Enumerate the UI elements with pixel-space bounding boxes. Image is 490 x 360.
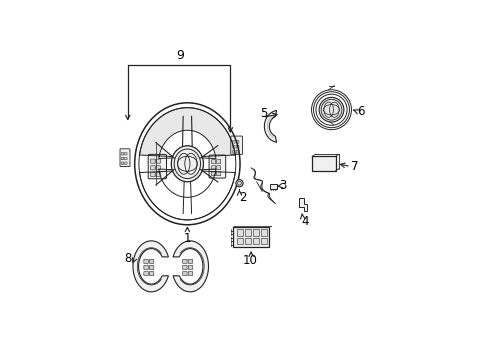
Text: 5: 5 (260, 107, 267, 120)
FancyBboxPatch shape (148, 154, 167, 179)
Ellipse shape (238, 181, 242, 185)
Text: 6: 6 (357, 105, 365, 118)
FancyBboxPatch shape (237, 229, 244, 235)
FancyBboxPatch shape (261, 238, 267, 244)
FancyBboxPatch shape (156, 172, 160, 176)
Text: 8: 8 (124, 252, 131, 265)
FancyBboxPatch shape (245, 238, 251, 244)
FancyBboxPatch shape (236, 140, 239, 143)
FancyBboxPatch shape (270, 184, 277, 189)
FancyBboxPatch shape (124, 162, 127, 165)
FancyBboxPatch shape (183, 266, 187, 269)
FancyBboxPatch shape (188, 271, 193, 275)
Ellipse shape (172, 146, 203, 182)
FancyBboxPatch shape (233, 227, 269, 247)
FancyBboxPatch shape (217, 166, 221, 170)
Ellipse shape (319, 97, 344, 122)
Text: 10: 10 (243, 254, 258, 267)
Polygon shape (265, 111, 276, 142)
FancyBboxPatch shape (209, 155, 226, 178)
FancyBboxPatch shape (212, 172, 216, 176)
FancyBboxPatch shape (149, 271, 154, 275)
Ellipse shape (174, 149, 200, 179)
FancyBboxPatch shape (144, 271, 148, 275)
Text: 2: 2 (239, 190, 246, 203)
FancyBboxPatch shape (188, 260, 193, 263)
FancyBboxPatch shape (232, 145, 235, 148)
FancyBboxPatch shape (183, 271, 187, 275)
FancyBboxPatch shape (124, 157, 127, 160)
Ellipse shape (236, 180, 243, 187)
Polygon shape (140, 108, 235, 158)
FancyBboxPatch shape (212, 159, 216, 163)
FancyBboxPatch shape (144, 266, 148, 269)
FancyBboxPatch shape (188, 266, 193, 269)
FancyBboxPatch shape (232, 150, 235, 153)
Polygon shape (173, 241, 209, 292)
FancyBboxPatch shape (236, 145, 239, 148)
FancyBboxPatch shape (156, 166, 160, 170)
Polygon shape (133, 241, 169, 292)
FancyBboxPatch shape (151, 159, 155, 163)
Ellipse shape (321, 99, 342, 120)
FancyBboxPatch shape (121, 157, 124, 160)
FancyBboxPatch shape (121, 162, 124, 165)
FancyBboxPatch shape (151, 172, 155, 176)
FancyBboxPatch shape (149, 266, 154, 269)
FancyBboxPatch shape (236, 150, 239, 153)
FancyBboxPatch shape (156, 159, 160, 163)
Text: 1: 1 (184, 232, 191, 245)
FancyBboxPatch shape (124, 153, 127, 155)
FancyBboxPatch shape (183, 260, 187, 263)
FancyBboxPatch shape (312, 156, 336, 171)
FancyBboxPatch shape (232, 140, 235, 143)
Text: 7: 7 (351, 160, 359, 173)
FancyBboxPatch shape (151, 166, 155, 170)
Text: 3: 3 (279, 179, 287, 193)
FancyBboxPatch shape (120, 149, 130, 167)
Polygon shape (299, 198, 307, 211)
FancyBboxPatch shape (245, 229, 251, 235)
FancyBboxPatch shape (231, 136, 243, 154)
Text: 4: 4 (301, 216, 309, 229)
FancyBboxPatch shape (237, 238, 244, 244)
FancyBboxPatch shape (149, 260, 154, 263)
FancyBboxPatch shape (253, 238, 259, 244)
FancyBboxPatch shape (144, 260, 148, 263)
FancyBboxPatch shape (217, 172, 221, 176)
FancyBboxPatch shape (261, 229, 267, 235)
FancyBboxPatch shape (212, 166, 216, 170)
Text: 9: 9 (176, 49, 184, 62)
FancyBboxPatch shape (253, 229, 259, 235)
FancyBboxPatch shape (121, 153, 124, 155)
FancyBboxPatch shape (217, 159, 221, 163)
